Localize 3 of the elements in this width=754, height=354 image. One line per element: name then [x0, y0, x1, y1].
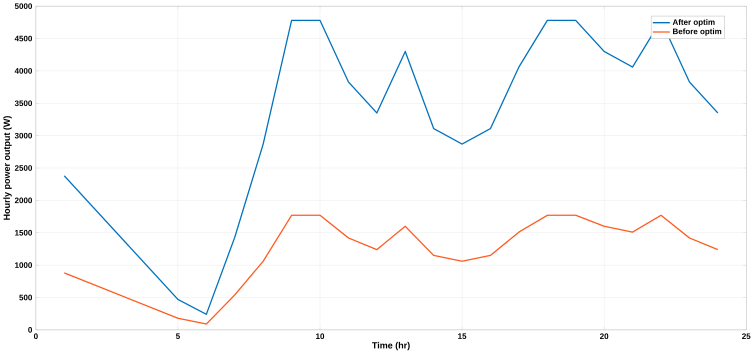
y-axis-title: Hourly power output (W)	[3, 116, 12, 220]
x-axis-title: Time (hr)	[372, 342, 410, 350]
line-series	[64, 214, 718, 325]
